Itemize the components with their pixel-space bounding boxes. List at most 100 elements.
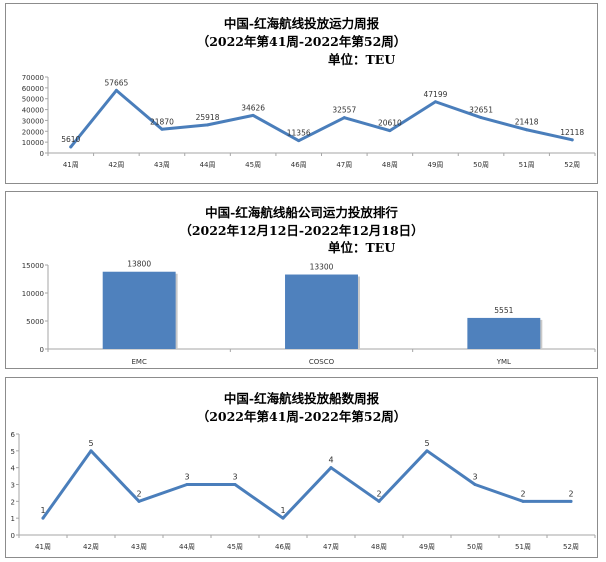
x-tick-label: COSCO [309,358,335,366]
x-tick-label: 41周 [63,161,79,169]
y-tick-label: 3 [11,482,15,490]
chart-subtitle: （2022年12月12日-2022年12月18日） [179,223,424,238]
data-label: 3 [184,473,189,482]
data-point [479,116,483,120]
data-point [521,499,525,503]
data-point [388,129,392,133]
data-point [160,127,164,131]
chart-unit: 单位：TEU [328,240,396,255]
data-label: 1 [280,506,285,515]
data-point [329,466,333,470]
company-ranking-bar-chart: 0 5000 10000 15000 13800 EMC 13300 COSCO 5551 YML [22,260,596,366]
bar [102,271,176,349]
y-tick-label: 2 [11,498,15,506]
y-tick-label: 5 [11,448,15,456]
data-label: 2 [520,489,525,498]
data-point [433,100,437,104]
y-tick-label: 60000 [22,85,44,93]
y-tick-label: 0 [40,150,44,158]
weekly-capacity-panel: 中国-红海航线投放运力周报 （2022年第41周-2022年第52周） 单位：T… [5,3,598,184]
data-label: 57665 [104,78,128,87]
y-tick-label: 10000 [22,139,44,147]
y-tick-label: 0 [11,532,15,540]
y-tick-label: 1 [11,515,15,523]
chart-title: 中国-红海航线投放船数周报 [223,391,380,406]
y-tick-label: 6 [11,431,16,439]
x-tick-label: 48周 [371,543,387,551]
data-label: 21870 [150,117,174,126]
y-tick-label: 30000 [22,117,44,125]
x-tick-label: 48周 [382,161,398,169]
data-series-line [41,449,573,520]
x-tick-label: 42周 [83,543,99,551]
x-tick-label: 50周 [473,161,489,169]
x-tick-label: 47周 [323,543,339,551]
data-label: 3 [472,473,477,482]
x-tick-label: 41周 [35,543,51,551]
data-point [377,499,381,503]
data-label: 11356 [287,129,311,138]
y-tick-label: 0 [40,346,44,354]
data-point [342,116,346,120]
data-point [251,113,255,117]
data-label: 4 [328,456,333,465]
data-label: 5 [424,439,429,448]
chart-unit: 单位：TEU [328,52,396,67]
data-label: 25918 [196,113,220,122]
bar [467,317,541,349]
data-label: 5 [88,439,93,448]
chart-title: 中国-红海航线船公司运力投放排行 [205,205,398,220]
data-point [569,499,573,503]
x-tick-label: 49周 [427,161,443,169]
data-label: 5610 [61,135,80,144]
data-point [41,516,45,520]
data-point [89,449,93,453]
x-tick-label: 43周 [131,543,147,551]
y-tick-label: 15000 [22,262,44,270]
x-tick-label: 50周 [467,543,483,551]
data-point [281,516,285,520]
data-label: 13800 [127,260,151,269]
y-tick-label: 10000 [22,290,44,298]
data-label: 5551 [494,306,513,315]
y-tick-label: 50000 [22,96,44,104]
data-label: 34626 [241,103,265,112]
x-tick-label: 45周 [245,161,261,169]
data-label: 2 [136,489,141,498]
x-tick-label: 51周 [515,543,531,551]
data-label: 2 [568,489,573,498]
data-label: 13300 [310,263,334,272]
x-tick-label: 43周 [154,161,170,169]
bar [285,274,358,349]
x-tick-label: 45周 [227,543,243,551]
x-tick-label: 47周 [336,161,352,169]
data-point [114,88,118,92]
data-label: 1 [40,506,45,515]
y-tick-label: 20000 [22,128,44,136]
x-tick-label: 46周 [275,543,291,551]
x-tick-label: 51周 [519,161,535,169]
data-point [206,123,210,127]
y-tick-label: 4 [11,465,16,473]
data-label: 47199 [424,90,448,99]
y-tick-label: 70000 [22,74,44,82]
data-label: 32651 [469,106,493,115]
data-point [570,138,574,142]
x-tick-label: 52周 [563,543,579,551]
chart-subtitle: （2022年第41周-2022年第52周） [196,34,407,49]
data-point [69,145,73,149]
weekly-ships-line-chart: 0 1 2 3 4 5 6 1 41周 5 42周 2 43周 3 44周 3 45周 1 46周 4 47周 2 48周 5… [11,431,596,551]
data-label: 3 [232,473,237,482]
x-tick-label: 44周 [179,543,195,551]
weekly-ships-panel: 中国-红海航线投放船数周报 （2022年第41周-2022年第52周） 0 1 2 3… [5,377,598,558]
x-tick-label: 46周 [291,161,307,169]
x-tick-label: 44周 [200,161,216,169]
data-label: 20610 [378,119,402,128]
x-tick-label: 49周 [419,543,435,551]
weekly-capacity-line-chart: 0 10000 20000 30000 40000 50000 60000 70000 5610… [22,74,596,169]
data-label: 2 [376,489,381,498]
data-point [185,483,189,486]
data-series-line [69,88,574,149]
data-point [233,483,237,486]
x-tick-label: EMC [131,358,146,366]
